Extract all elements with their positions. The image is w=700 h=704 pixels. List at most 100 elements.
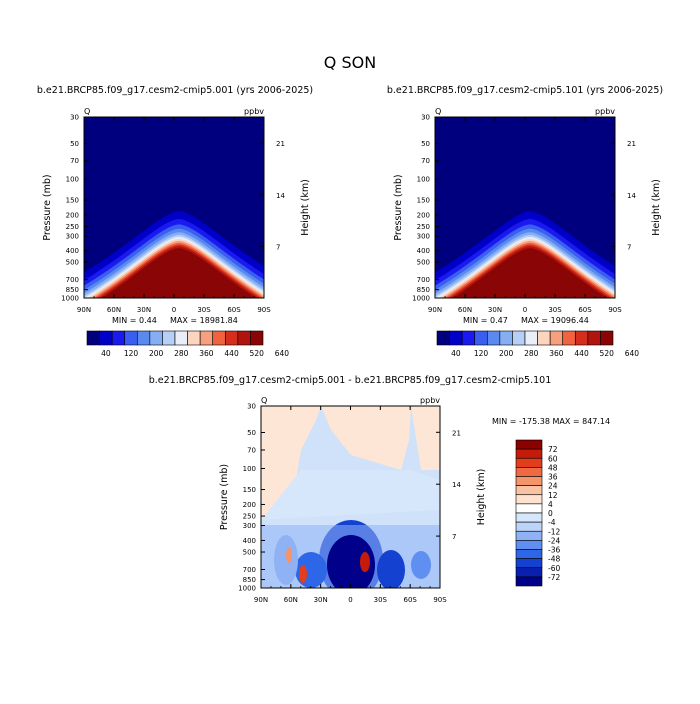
colorbar-swatch: [212, 330, 226, 346]
y2-axis-label: Height (km): [300, 179, 311, 236]
colorbar-label: -60: [548, 564, 560, 573]
colorbar-swatch: [562, 330, 576, 346]
y-tick-label: 70: [247, 446, 256, 454]
y-tick-label: 250: [66, 223, 79, 231]
colorbar-label: 440: [574, 349, 589, 358]
y-tick-label: 850: [243, 576, 256, 584]
corner-left-label: Q: [261, 396, 267, 405]
colorbar-swatch: [237, 330, 251, 346]
y-axis-label: Pressure (mb): [42, 174, 53, 240]
colorbar-label: 280: [524, 349, 539, 358]
colorbar-label: 280: [174, 349, 189, 358]
colorbar-swatch: [515, 485, 543, 496]
y2-tick-label: 14: [627, 192, 636, 200]
colorbar-label: 640: [625, 349, 640, 358]
y-axis-label: Pressure (mb): [219, 464, 230, 530]
corner-left-label: Q: [435, 107, 441, 116]
colorbar-label: -24: [548, 536, 560, 545]
colorbar-label: 440: [224, 349, 239, 358]
y-tick-label: 300: [66, 232, 79, 240]
colorbar-swatch: [515, 512, 543, 523]
panel-3: 90N 60N 30N 0 30S 60S 90S305070100150200250300…: [149, 375, 610, 604]
colorbar-label: 120: [124, 349, 139, 358]
x-tick-label: 30N: [137, 306, 151, 314]
y2-tick-label: 7: [452, 533, 456, 541]
x-tick-label: 90N: [428, 306, 442, 314]
colorbar-swatch: [499, 330, 513, 346]
y2-tick-label: 14: [276, 192, 285, 200]
corner-right-label: ppbv: [595, 107, 615, 116]
y-tick-label: 50: [70, 140, 79, 148]
y2-tick-label: 7: [276, 243, 280, 251]
corner-left-label: Q: [84, 107, 90, 116]
colorbar-label: 36: [548, 473, 558, 482]
field-group: [435, 117, 615, 298]
y-tick-label: 500: [417, 259, 430, 267]
x-tick-label: 60S: [578, 306, 592, 314]
colorbar-label: 200: [499, 349, 514, 358]
colorbar-swatch: [515, 439, 543, 450]
diff-blob-pos-2: [286, 547, 292, 563]
y-tick-label: 70: [421, 157, 430, 165]
diff-region-pos-upper-right: [411, 406, 440, 470]
y2-axis-label: Height (km): [476, 469, 487, 526]
x-tick-label: 30S: [548, 306, 562, 314]
y-tick-label: 30: [421, 114, 430, 122]
x-tick-label: 90S: [257, 306, 271, 314]
field-band-12: [435, 248, 615, 298]
diff-blob-neg-0: [327, 535, 375, 588]
colorbar-swatch: [515, 448, 543, 459]
colorbar-label: 520: [600, 349, 615, 358]
colorbar-label: 60: [548, 454, 558, 463]
x-tick-label: 90S: [433, 596, 447, 604]
y-tick-label: 500: [243, 549, 256, 557]
y-tick-label: 400: [66, 247, 79, 255]
colorbar-swatch: [149, 330, 163, 346]
colorbar-swatch: [515, 540, 543, 550]
diff-region-pos-upper-left: [261, 406, 321, 520]
colorbar-label: 48: [548, 463, 558, 472]
colorbar-swatch: [162, 330, 176, 346]
y-tick-label: 300: [417, 232, 430, 240]
colorbar-swatch: [136, 330, 151, 346]
x-tick-label: 60N: [107, 306, 121, 314]
colorbar-swatch: [515, 494, 543, 505]
colorbar-swatch: [549, 330, 564, 346]
colorbar-label: -12: [548, 527, 560, 536]
colorbar-swatch: [474, 330, 488, 346]
y2-tick-label: 14: [452, 481, 461, 489]
colorbar-swatch: [537, 330, 551, 346]
y-tick-label: 30: [70, 114, 79, 122]
diff-blob-neg-2: [377, 550, 405, 588]
panel-2: 90N 60N 30N 0 30S 60S 90S 30 50 70 100 150 200 250300…: [387, 85, 663, 358]
x-tick-label: 90N: [77, 306, 91, 314]
y-tick-label: 250: [417, 223, 430, 231]
y-tick-label: 700: [66, 276, 79, 284]
colorbar-label: 24: [548, 482, 558, 491]
panel-1: 90N 60N 30N 0 30S 60S 90S 30 50 70 100 150 200 250300…: [37, 85, 313, 358]
colorbar-label: 520: [250, 349, 265, 358]
colorbar-swatch: [512, 330, 526, 346]
diff-blob-pos-0: [360, 552, 370, 572]
colorbar-swatch: [436, 330, 450, 346]
colorbar-swatch: [515, 549, 543, 559]
colorbar-label: 360: [549, 349, 564, 358]
figure-title: Q SON: [324, 53, 376, 72]
panel-title: b.e21.BRCP85.f09_g17.cesm2-cmip5.101 (yr…: [387, 85, 663, 96]
minmax-label: MIN = -175.38 MAX = 847.14: [492, 417, 610, 426]
corner-right-label: ppbv: [420, 396, 440, 405]
y-tick-label: 100: [243, 465, 256, 473]
x-tick-label: 60S: [227, 306, 241, 314]
x-tick-label: 0: [523, 306, 527, 314]
y-axis-label: Pressure (mb): [393, 174, 404, 240]
field-group: [261, 406, 440, 588]
y-tick-label: 700: [417, 276, 430, 284]
x-tick-label: 90N: [254, 596, 268, 604]
min-label: MIN = 0.44: [112, 316, 157, 325]
diff-region-pos-upper-mid: [321, 406, 411, 470]
diff-blob-pos-1: [299, 565, 307, 583]
y-tick-label: 150: [243, 486, 256, 494]
colorbar-swatch: [461, 330, 476, 346]
y2-axis-label: Height (km): [651, 179, 662, 236]
